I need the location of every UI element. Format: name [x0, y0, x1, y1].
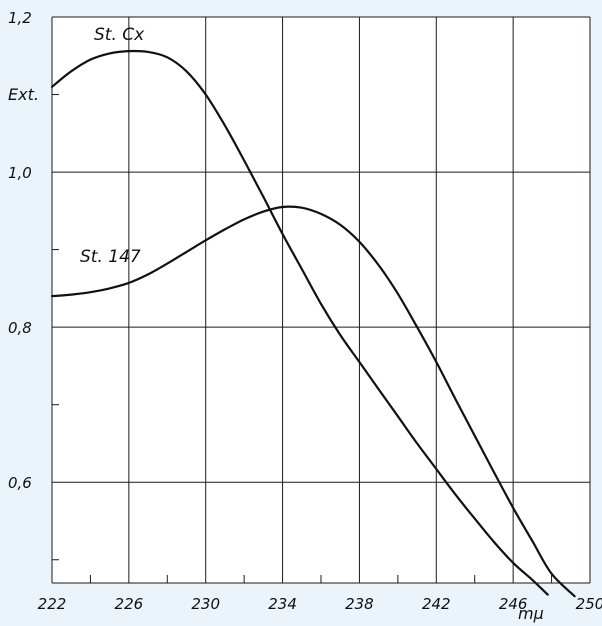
y-tick-label: 0,8	[8, 319, 32, 337]
series-label-st-147: St. 147	[80, 247, 141, 267]
x-tick-label: 238	[345, 595, 374, 613]
curves	[50, 49, 576, 598]
x-tick-label: 234	[268, 595, 297, 613]
y-tick-label: 1,0	[8, 164, 32, 182]
series-line-st-147	[50, 205, 576, 598]
x-tick-label: 222	[38, 595, 67, 613]
series-label-st-cx: St. Cx	[94, 25, 145, 45]
series-line-st-cx	[50, 49, 549, 596]
y-tick-label: 0,6	[8, 474, 32, 492]
x-tick-label: 250	[576, 595, 602, 613]
x-tick-label: 226	[115, 595, 144, 613]
x-axis-label: mµ	[518, 604, 544, 623]
x-tick-label: 230	[191, 595, 220, 613]
x-tick-label: 242	[422, 595, 451, 613]
plot-area	[52, 17, 590, 583]
x-tick-label: 246	[499, 595, 528, 613]
minor-ticks	[52, 94, 553, 583]
y-axis-label: Ext.	[8, 85, 39, 104]
y-tick-label: 1,2	[8, 9, 32, 27]
labels: 222 226 230 234 238 242 246 250 0,6 0,8 1,0 1,2 St. …	[8, 9, 602, 623]
